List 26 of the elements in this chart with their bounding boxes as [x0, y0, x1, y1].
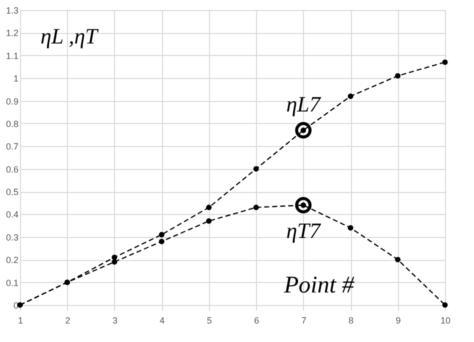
y-tick-label: 0.1 [6, 278, 18, 288]
y-tick-label: 1 [13, 74, 18, 84]
y-tick-label: 0.5 [6, 187, 18, 198]
y-tick-label: 0.7 [6, 142, 18, 152]
x-tick-label: 6 [254, 316, 260, 326]
y-tick-label: 1.3 [6, 6, 18, 16]
y-tick-label: 0.3 [6, 232, 18, 242]
y-tick-label: 0.2 [6, 255, 18, 266]
y-axis-title: ηL ,ηT [40, 24, 100, 48]
annotation: ηL7 [286, 91, 322, 116]
x-tick-label: 9 [396, 316, 401, 326]
y-tick-label: 0.9 [6, 96, 18, 106]
x-tick-label: 3 [112, 316, 118, 326]
x-tick-label: 10 [440, 316, 451, 326]
x-axis-title: Point # [283, 272, 355, 298]
y-tick-label: 0.4 [6, 210, 18, 220]
x-tick-label: 5 [206, 316, 212, 326]
x-tick-label: 2 [65, 316, 70, 326]
y-tick-label: 1.2 [6, 28, 18, 38]
x-tick-label: 4 [160, 316, 165, 326]
annotation: ηT7 [286, 218, 322, 244]
x-tick-label: 8 [348, 316, 354, 326]
y-tick-label: 0.6 [6, 164, 18, 174]
y-tick-label: 0.8 [6, 118, 18, 129]
y-tick-label: 1.1 [6, 50, 18, 61]
x-tick-label: 7 [301, 316, 306, 326]
